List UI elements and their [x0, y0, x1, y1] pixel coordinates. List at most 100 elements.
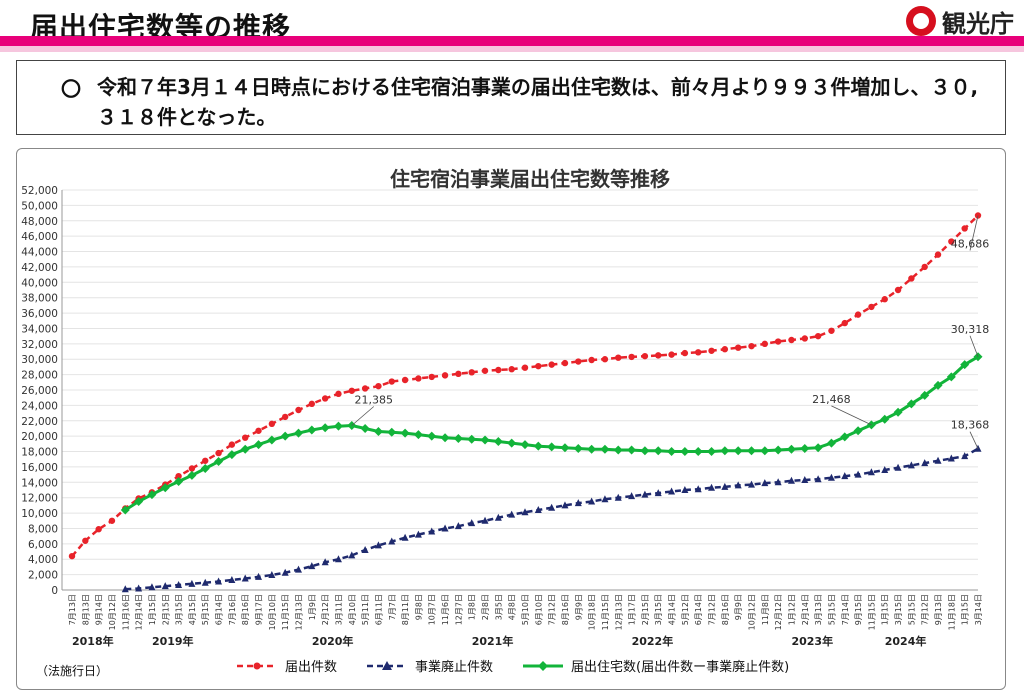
series-point-1 [308, 562, 316, 570]
series-point-2 [214, 457, 224, 467]
series-point-0 [601, 356, 609, 363]
series-point-1 [534, 506, 542, 513]
x-tick-label: 2月15日 [641, 594, 650, 625]
x-tick-label: 9月9日 [734, 594, 743, 620]
x-tick-label: 1月12日 [787, 594, 796, 625]
series-point-2 [560, 443, 570, 453]
series-point-2 [533, 441, 543, 451]
x-tick-label: 2月8日 [481, 594, 490, 620]
series-point-0 [761, 340, 769, 348]
series-point-2 [573, 443, 583, 453]
x-tick-label: 8月13日 [81, 594, 90, 625]
x-tick-label: 6月14日 [694, 594, 703, 625]
x-tick-label: 1月8日 [468, 594, 477, 620]
series-point-1 [961, 452, 969, 460]
y-tick-label: 12,000 [21, 493, 58, 505]
series-point-1 [774, 478, 782, 486]
x-tick-label: 11月15日 [601, 594, 610, 630]
series-point-2 [547, 442, 557, 452]
y-tick-label: 28,000 [21, 370, 58, 382]
series-point-0 [734, 344, 742, 351]
series-point-2 [360, 423, 370, 433]
series-point-0 [881, 296, 888, 303]
series-point-0 [348, 387, 355, 394]
annotation-leader [969, 431, 979, 449]
y-tick-label: 0 [51, 585, 58, 597]
header-band-light [0, 46, 1024, 52]
summary-bullet: 〇 [61, 77, 81, 101]
y-tick-label: 4,000 [28, 554, 58, 566]
series-point-1 [641, 490, 649, 498]
series-point-0 [801, 335, 808, 342]
series-point-2 [613, 445, 623, 455]
y-tick-label: 38,000 [21, 293, 58, 305]
series-point-0 [615, 354, 622, 361]
agency-logo: 観光庁 [906, 4, 1014, 38]
y-tick-label: 24,000 [21, 400, 58, 412]
x-tick-label: 5月15日 [827, 594, 836, 625]
x-tick-label: 6月10日 [534, 594, 543, 625]
x-tick-label: 11月16日 [121, 594, 130, 630]
series-point-0 [108, 517, 116, 524]
legend-item-notifications: 届出件数 [235, 656, 337, 675]
series-point-2 [294, 428, 303, 438]
series-point-1 [215, 577, 223, 585]
series-point-0 [188, 465, 196, 472]
x-tick-label: 11月15日 [867, 594, 876, 630]
series-point-2 [707, 447, 717, 457]
series-point-1 [947, 454, 955, 462]
legend-line-notifications-icon [237, 662, 277, 669]
series-point-0 [575, 358, 582, 365]
x-tick-label: 7月12日 [708, 594, 717, 625]
chart-title: 住宅宿泊事業届出住宅数等推移 [390, 167, 670, 191]
series-point-2 [333, 421, 343, 431]
series-point-1 [907, 461, 915, 469]
series-point-1 [121, 585, 129, 593]
series-point-2 [760, 446, 770, 456]
series-point-1 [508, 510, 516, 518]
series-point-1 [414, 530, 422, 538]
x-tick-label: 12月12日 [774, 594, 783, 630]
x-tick-label: 5月12日 [681, 594, 690, 625]
x-tick-label: 7月13日 [68, 594, 77, 625]
x-tick-label: 4月10日 [348, 594, 357, 625]
x-tick-label: 11月15日 [281, 594, 290, 630]
series-point-1 [654, 489, 662, 497]
series-point-2 [413, 430, 423, 440]
series-point-1 [748, 480, 755, 488]
series-point-1 [827, 473, 835, 481]
series-point-1 [841, 472, 849, 480]
agency-logo-mark-icon [906, 6, 936, 36]
series-point-0 [521, 364, 529, 371]
x-tick-label: 10月12日 [108, 594, 117, 630]
series-point-0 [495, 366, 502, 374]
series-point-0 [441, 372, 449, 379]
x-tick-label: 11月6日 [441, 594, 450, 625]
y-tick-label: 2,000 [28, 570, 58, 582]
series-point-0 [841, 319, 848, 327]
series-point-0 [95, 526, 102, 533]
series-point-0 [268, 420, 276, 428]
series-point-1 [561, 501, 569, 509]
series-point-2 [773, 445, 783, 455]
series-point-0 [641, 352, 649, 360]
legend-label-abolished: 事業廃止件数 [415, 660, 494, 675]
series-point-1 [814, 475, 822, 483]
series-point-2 [160, 483, 170, 493]
series-point-2 [507, 438, 517, 448]
series-point-1 [428, 527, 436, 535]
series-point-0 [508, 366, 515, 373]
series-point-2 [467, 434, 477, 444]
series-point-0 [428, 373, 435, 381]
x-tick-label: 8月11日 [401, 594, 410, 625]
series-point-2 [453, 433, 463, 443]
legend-item-housing: 届出住宅数(届出件数ー事業廃止件数) [521, 656, 789, 675]
x-tick-label: 8月16日 [561, 594, 570, 625]
series-point-0 [535, 362, 542, 370]
series-point-0 [708, 347, 715, 354]
series-point-2 [880, 414, 890, 424]
chart-legend: 届出件数 事業廃止件数 届出住宅数(届出件数ー事業廃止件数) [235, 656, 789, 675]
x-tick-label: 4月14日 [668, 594, 677, 625]
x-tick-label: 10月10日 [268, 594, 277, 630]
series-point-2 [387, 427, 397, 437]
